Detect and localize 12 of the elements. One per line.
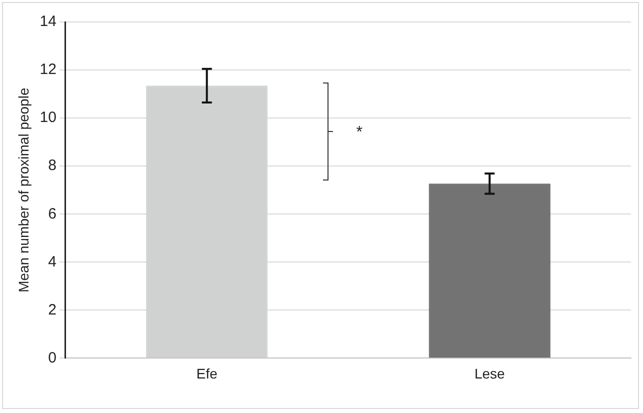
y-axis-title: Mean number of proximal people bbox=[15, 88, 32, 292]
y-tick-label: 12 bbox=[40, 61, 56, 78]
y-tick-label: 2 bbox=[48, 301, 56, 318]
y-tick-label: 6 bbox=[48, 205, 56, 222]
annotation: * bbox=[356, 124, 362, 142]
y-tick-label: 0 bbox=[48, 349, 56, 366]
y-tick-label: 8 bbox=[48, 157, 56, 174]
y-tick-label: 10 bbox=[40, 109, 56, 126]
y-tick-label: 4 bbox=[48, 253, 56, 270]
y-tick-label: 14 bbox=[40, 13, 56, 30]
x-tick-label: Lese bbox=[474, 365, 506, 382]
x-tick-label: Efe bbox=[196, 365, 218, 382]
